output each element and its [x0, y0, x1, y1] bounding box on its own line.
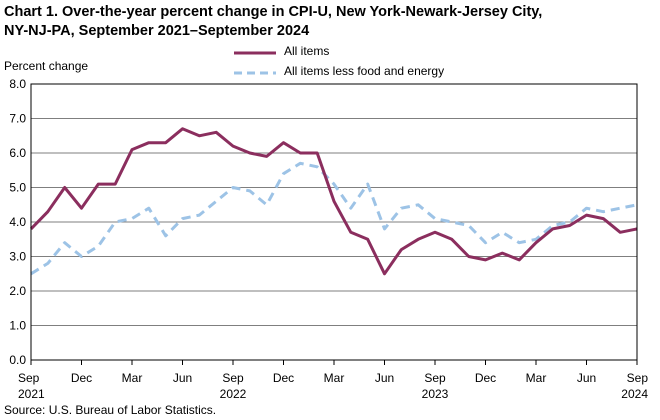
chart-title-line2: NY-NJ-PA, September 2021–September 2024 [4, 23, 310, 39]
legend-swatch-core [234, 71, 276, 75]
legend-label-all-items: All items [284, 44, 330, 58]
legend-label-core: All items less food and energy [284, 64, 445, 78]
x-tick-label: Jun [173, 371, 192, 385]
x-tick-label: Mar [324, 371, 345, 385]
x-tick-label: Dec [71, 371, 92, 385]
x-tick-label: Sep [18, 371, 40, 385]
y-tick-label: 3.0 [9, 250, 26, 264]
x-tick-label: 2023 [422, 387, 449, 401]
x-tick-label: 2021 [18, 387, 45, 401]
y-axis-ticks: 0.0 1.0 2.0 3.0 4.0 5.0 6.0 7.0 8.0 [9, 77, 26, 367]
x-tick-label: Dec [273, 371, 294, 385]
y-tick-label: 1.0 [9, 319, 26, 333]
x-tick-label: Mar [526, 371, 547, 385]
x-axis-ticks: Sep 2021 Dec Mar Jun Sep 2022 Dec Mar Jun Sep 2023 D… [18, 360, 648, 401]
y-tick-label: 0.0 [9, 353, 26, 367]
y-tick-label: 2.0 [9, 284, 26, 298]
y-tick-label: 5.0 [9, 181, 26, 195]
x-tick-label: Sep [627, 371, 649, 385]
x-tick-label: Jun [375, 371, 394, 385]
x-tick-label: Mar [122, 371, 143, 385]
y-axis-label: Percent change [4, 59, 89, 73]
x-tick-label: Dec [475, 371, 496, 385]
series-line-all-items [29, 127, 638, 276]
x-tick-label: Jun [577, 371, 596, 385]
chart-title: Chart 1. Over-the-year percent change in… [4, 3, 654, 41]
y-tick-label: 4.0 [9, 215, 26, 229]
y-tick-label: 8.0 [9, 77, 26, 91]
chart-title-line1: Chart 1. Over-the-year percent change in… [4, 4, 543, 20]
plot-frame [30, 83, 638, 361]
x-tick-label: 2022 [220, 387, 247, 401]
x-tick-label: Sep [424, 371, 446, 385]
x-tick-label: 2024 [621, 387, 648, 401]
y-tick-label: 6.0 [9, 146, 26, 160]
legend-swatch-all-items [234, 51, 276, 55]
source-note: Source: U.S. Bureau of Labor Statistics. [4, 403, 217, 417]
y-tick-label: 7.0 [9, 112, 26, 126]
series-lines [29, 127, 638, 276]
x-tick-label: Sep [222, 371, 244, 385]
series-line-core [30, 161, 638, 276]
